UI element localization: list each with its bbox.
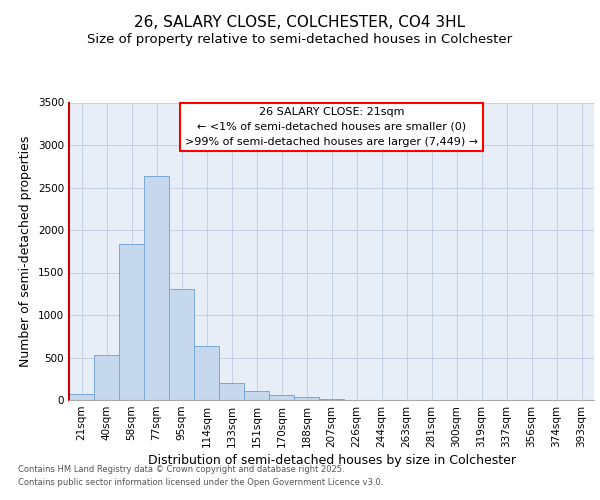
Text: 26 SALARY CLOSE: 21sqm
← <1% of semi-detached houses are smaller (0)
>99% of sem: 26 SALARY CLOSE: 21sqm ← <1% of semi-det…	[185, 107, 478, 146]
Bar	[269, 395, 294, 400]
Text: Contains public sector information licensed under the Open Government Licence v3: Contains public sector information licen…	[18, 478, 383, 487]
Bar	[219, 382, 244, 400]
Bar	[244, 390, 269, 400]
Text: Size of property relative to semi-detached houses in Colchester: Size of property relative to semi-detach…	[88, 34, 512, 46]
Bar	[119, 244, 144, 400]
Bar	[94, 355, 119, 400]
Bar	[194, 346, 219, 400]
X-axis label: Distribution of semi-detached houses by size in Colchester: Distribution of semi-detached houses by …	[148, 454, 515, 467]
Bar	[169, 288, 194, 400]
Bar	[319, 398, 344, 400]
Text: Contains HM Land Registry data © Crown copyright and database right 2025.: Contains HM Land Registry data © Crown c…	[18, 466, 344, 474]
Text: 26, SALARY CLOSE, COLCHESTER, CO4 3HL: 26, SALARY CLOSE, COLCHESTER, CO4 3HL	[134, 15, 466, 30]
Bar	[144, 176, 169, 400]
Y-axis label: Number of semi-detached properties: Number of semi-detached properties	[19, 136, 32, 367]
Bar	[294, 398, 319, 400]
Bar	[69, 394, 94, 400]
